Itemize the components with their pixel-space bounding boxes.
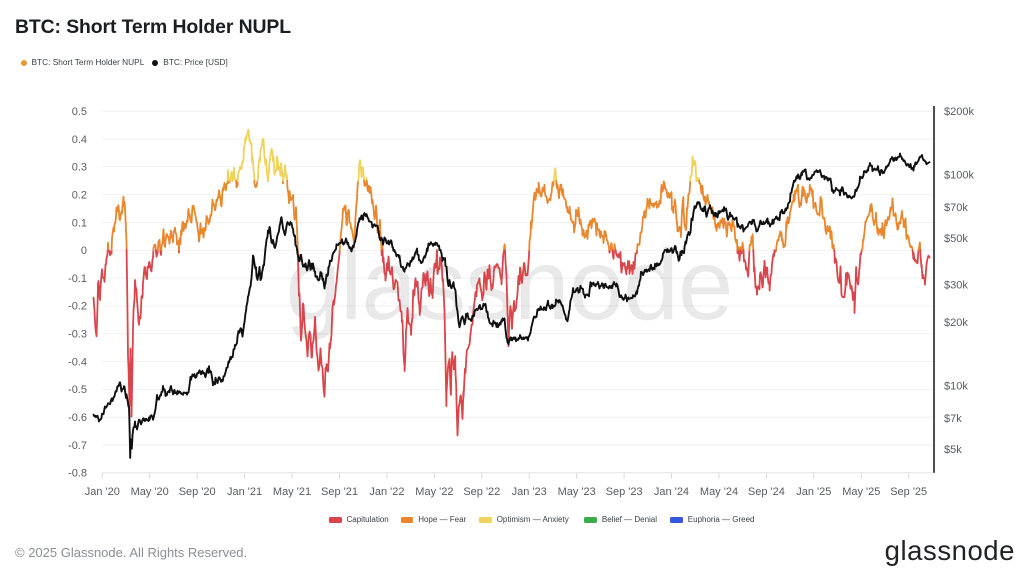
svg-text:Jan '21: Jan '21: [227, 486, 262, 498]
svg-text:0.4: 0.4: [72, 134, 87, 146]
svg-text:$10k: $10k: [944, 380, 968, 392]
svg-text:-0.6: -0.6: [68, 412, 87, 424]
svg-text:$5k: $5k: [944, 444, 962, 456]
svg-text:May '22: May '22: [415, 486, 453, 498]
svg-text:Sep '21: Sep '21: [321, 486, 358, 498]
svg-text:-0.1: -0.1: [68, 273, 87, 285]
svg-text:May '21: May '21: [273, 486, 311, 498]
svg-text:Sep '23: Sep '23: [606, 486, 643, 498]
svg-text:$20k: $20k: [944, 317, 968, 329]
svg-text:May '25: May '25: [842, 486, 880, 498]
svg-text:Jan '24: Jan '24: [654, 486, 689, 498]
svg-text:Sep '20: Sep '20: [179, 486, 216, 498]
svg-text:-0.5: -0.5: [68, 384, 87, 396]
svg-text:$200k: $200k: [944, 106, 974, 118]
svg-text:May '23: May '23: [558, 486, 596, 498]
svg-text:$70k: $70k: [944, 202, 968, 214]
svg-text:-0.4: -0.4: [68, 356, 87, 368]
svg-text:Jan '25: Jan '25: [796, 486, 831, 498]
svg-text:$100k: $100k: [944, 169, 974, 181]
svg-text:-0.7: -0.7: [68, 440, 87, 452]
svg-text:Jan '22: Jan '22: [369, 486, 404, 498]
svg-text:Sep '24: Sep '24: [748, 486, 785, 498]
svg-text:-0.8: -0.8: [68, 468, 87, 480]
svg-text:May '20: May '20: [131, 486, 169, 498]
svg-text:$50k: $50k: [944, 233, 968, 245]
svg-text:0: 0: [81, 245, 87, 257]
svg-text:-0.2: -0.2: [68, 301, 87, 313]
svg-text:0.2: 0.2: [72, 190, 87, 202]
svg-text:0.1: 0.1: [72, 217, 87, 229]
svg-text:-0.3: -0.3: [68, 329, 87, 341]
svg-text:0.5: 0.5: [72, 106, 87, 118]
svg-text:0.3: 0.3: [72, 162, 87, 174]
svg-text:May '24: May '24: [700, 486, 738, 498]
svg-text:Sep '25: Sep '25: [890, 486, 927, 498]
svg-text:Jan '23: Jan '23: [512, 486, 547, 498]
svg-text:Jan '20: Jan '20: [85, 486, 120, 498]
svg-text:$30k: $30k: [944, 280, 968, 292]
svg-text:$7k: $7k: [944, 413, 962, 425]
svg-text:Sep '22: Sep '22: [463, 486, 500, 498]
